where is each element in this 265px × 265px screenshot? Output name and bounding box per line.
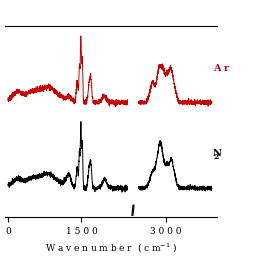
Text: A r: A r (213, 64, 229, 73)
Text: 2: 2 (214, 153, 219, 161)
X-axis label: W a v e n u m b e r  ( c m$^{-1}$ ): W a v e n u m b e r ( c m$^{-1}$ ) (45, 242, 177, 255)
Text: N: N (213, 149, 222, 158)
